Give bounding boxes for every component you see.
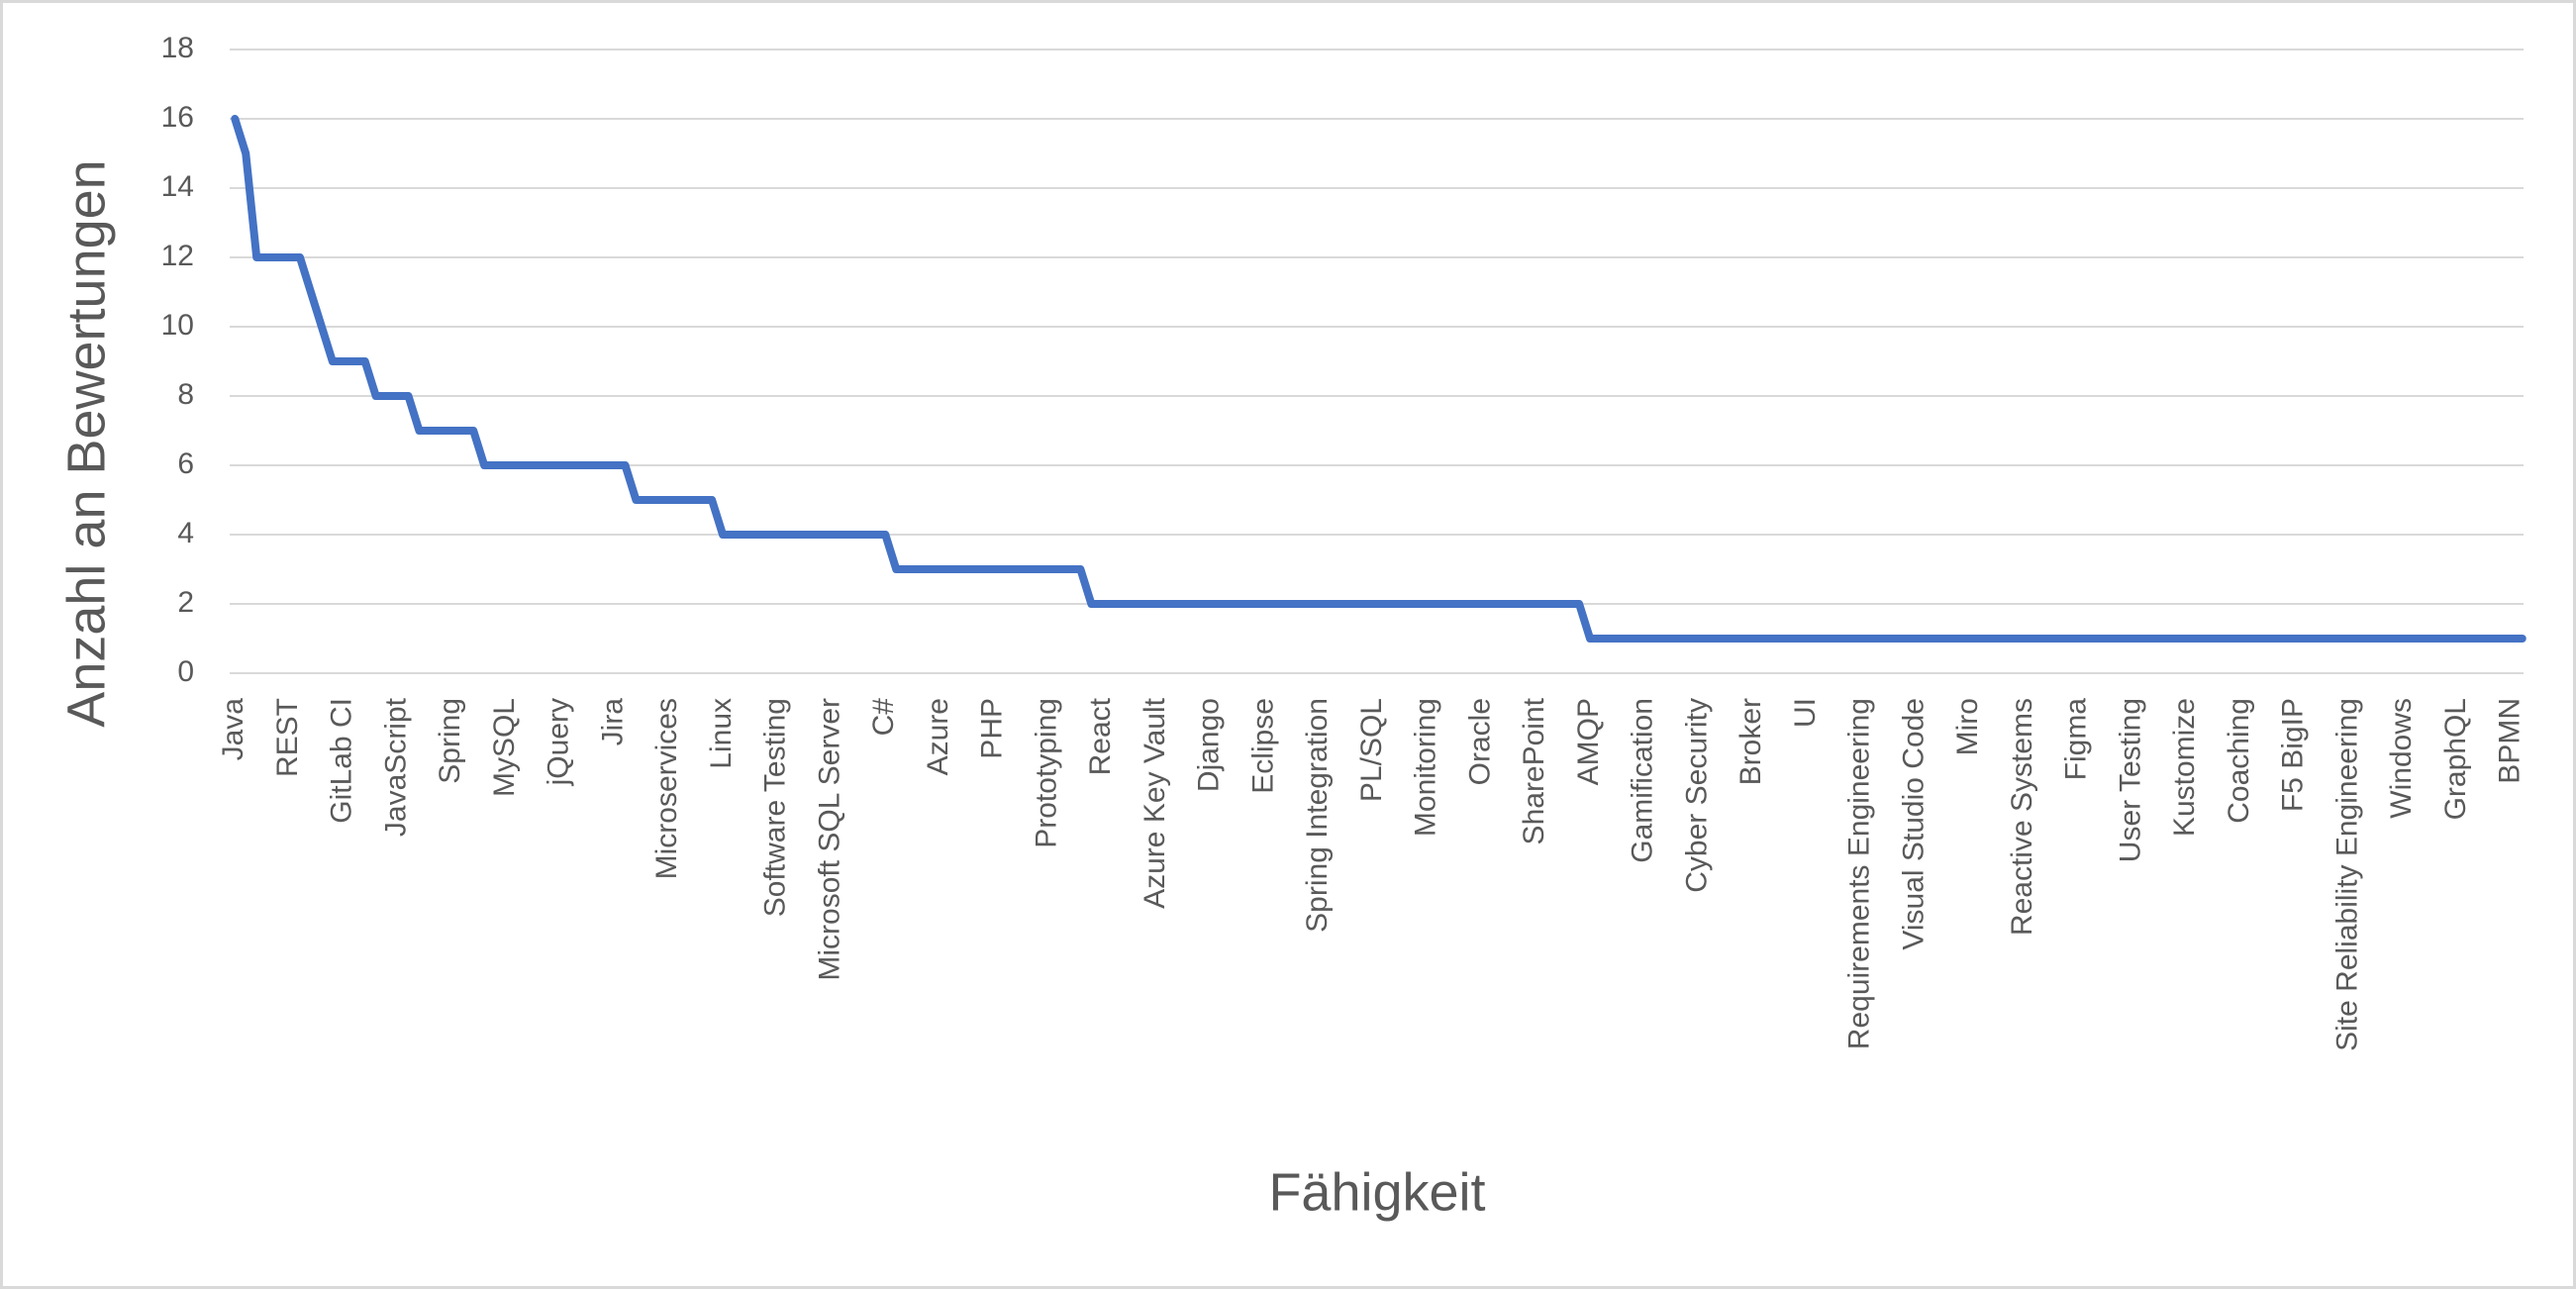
x-tick-label: BPMN — [2494, 698, 2526, 784]
y-tick-label: 0 — [177, 655, 194, 688]
x-tick-label: Coaching — [2223, 698, 2255, 824]
x-tick-label: C# — [867, 698, 900, 737]
x-tick-label: Kustomize — [2168, 698, 2201, 837]
y-tick-label: 6 — [177, 447, 194, 480]
x-tick-label: PL/SQL — [1355, 698, 1388, 802]
x-tick-label: AMQP — [1572, 698, 1605, 785]
x-tick-label: React — [1084, 697, 1117, 775]
x-tick-label: Microsoft SQL Server — [813, 698, 845, 981]
x-tick-label: MySQL — [488, 698, 521, 797]
x-tick-label: Windows — [2385, 698, 2418, 819]
x-tick-label: Azure Key Vault — [1139, 697, 1171, 909]
x-axis-title: Fähigkeit — [1268, 1162, 1485, 1222]
x-tick-label: Monitoring — [1410, 698, 1442, 837]
y-tick-label: 16 — [161, 101, 194, 134]
x-tick-label: REST — [271, 698, 304, 777]
x-tick-label: Spring — [434, 698, 466, 784]
x-tick-label: SharePoint — [1518, 697, 1550, 844]
x-tick-label: Broker — [1734, 698, 1767, 785]
x-tick-label: Eclipse — [1246, 698, 1279, 794]
x-tick-label: Jira — [596, 698, 629, 746]
y-tick-label: 12 — [161, 240, 194, 272]
x-tick-label: Oracle — [1463, 698, 1496, 785]
x-tick-label: Spring Integration — [1301, 698, 1334, 933]
x-tick-label: Software Testing — [759, 698, 792, 917]
x-tick-label: Reactive Systems — [2006, 698, 2038, 936]
data-line — [231, 115, 2526, 643]
x-tick-label: F5 BigIP — [2277, 698, 2310, 812]
y-tick-label: 2 — [177, 586, 194, 619]
y-tick-label: 18 — [161, 32, 194, 64]
y-axis-title: Anzahl an Bewertungen — [56, 159, 116, 727]
x-tick-label: Prototyping — [1030, 698, 1062, 848]
x-tick-label: Miro — [1951, 698, 1984, 755]
x-tick-label: Java — [217, 698, 249, 761]
x-tick-label: Requirements Engineering — [1843, 698, 1876, 1049]
x-tick-label: Linux — [705, 698, 738, 769]
x-tick-label: User Testing — [2114, 698, 2146, 862]
x-tick-label: Visual Studio Code — [1897, 698, 1930, 950]
x-tick-label: Azure — [922, 698, 954, 775]
y-tick-label: 14 — [161, 170, 194, 203]
x-tick-label: Site Reliability Engineering — [2330, 698, 2363, 1051]
x-tick-label: UI — [1789, 698, 1822, 728]
x-tick-label: Microservices — [650, 698, 683, 879]
x-tick-label: GitLab CI — [326, 698, 358, 824]
x-tick-label: jQuery — [543, 698, 575, 786]
y-tick-label: 10 — [161, 309, 194, 342]
x-tick-label: GraphQL — [2439, 698, 2472, 820]
y-tick-label: 8 — [177, 378, 194, 411]
y-tick-label: 4 — [177, 517, 194, 549]
x-tick-label: Figma — [2060, 698, 2093, 781]
x-tick-label: JavaScript — [379, 697, 412, 837]
x-tick-label: PHP — [976, 698, 1009, 759]
x-tick-label: Django — [1193, 698, 1226, 792]
x-tick-label: Gamification — [1627, 698, 1659, 863]
x-tick-label: Cyber Security — [1680, 698, 1713, 893]
